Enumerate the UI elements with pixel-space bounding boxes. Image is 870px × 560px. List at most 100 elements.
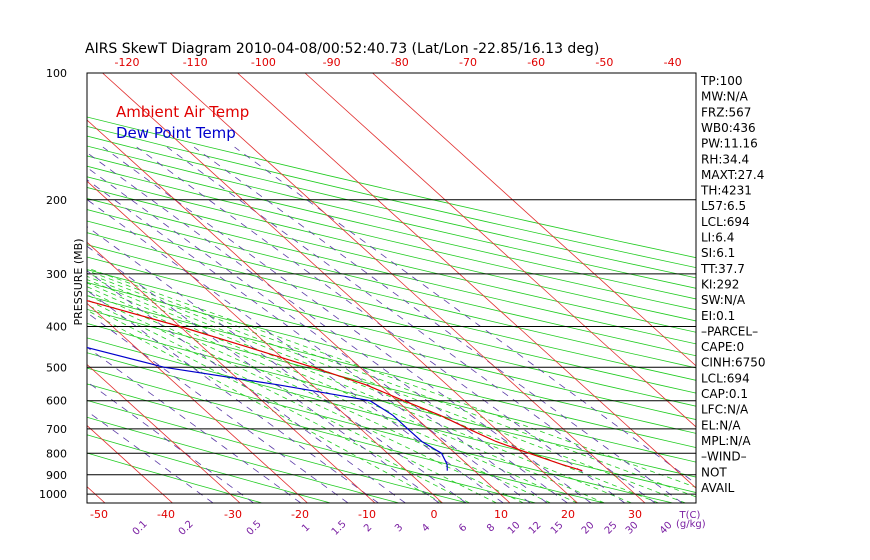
pressure-label-500: 500: [46, 361, 67, 374]
index-item-6: MAXT:27.4: [701, 168, 764, 182]
index-item-24: –WIND–: [701, 450, 747, 464]
isotherm--50: [87, 425, 173, 503]
mixing-ratio-line-10: [87, 166, 548, 503]
top-temp-label-6: -60: [527, 56, 545, 69]
dry-adiabat-40: [87, 322, 696, 478]
pressure-label-700: 700: [46, 423, 67, 436]
top-temp-label-5: -70: [459, 56, 477, 69]
pressure-label-100: 100: [46, 67, 67, 80]
dry-adiabat-20: [87, 352, 673, 503]
dry-adiabat-60: [87, 295, 696, 448]
isotherm-10: [102, 73, 578, 503]
dry-adiabat-100: [87, 244, 696, 394]
index-item-17: CAPE:0: [701, 340, 744, 354]
bottom-temp-label-0: -50: [90, 508, 108, 521]
isotherm--10: [87, 180, 443, 503]
index-item-7: TH:4231: [700, 184, 752, 198]
mixing-ratio-label-10: 10: [506, 520, 523, 537]
dry-adiabat-210: [87, 125, 696, 269]
mixing-ratio-label-13: 20: [580, 520, 597, 537]
dry-adiabat-180: [87, 155, 696, 300]
index-item-23: MPL:N/A: [701, 434, 751, 448]
mixing-ratio-label-6: 3: [393, 522, 405, 534]
top-temp-label-3: -90: [323, 56, 341, 69]
pressure-label-600: 600: [46, 395, 67, 408]
dry-adiabat-130: [87, 209, 696, 357]
top-temp-label-0: -120: [115, 56, 140, 69]
bottom-temp-label-7: 20: [561, 508, 575, 521]
index-item-11: SI:6.1: [701, 246, 735, 260]
index-item-21: LFC:N/A: [701, 403, 749, 417]
profile-lines: [87, 299, 583, 472]
dry-adiabat-190: [87, 145, 696, 289]
series-line-dewpoint: [87, 346, 448, 471]
pressure-tick-labels: 100 200 300 400 500 600 700 800 900 1000: [39, 67, 67, 501]
index-item-22: EL:N/A: [701, 418, 741, 432]
plot-area: [0, 72, 697, 504]
moist-adiabat-22: [87, 275, 659, 503]
temp-unit-label: T(C): [679, 510, 701, 521]
moist-adiabat-34: [87, 267, 696, 488]
isotherm-0: [87, 119, 511, 503]
pressure-label-800: 800: [46, 447, 67, 460]
index-item-16: –PARCEL–: [701, 324, 758, 338]
bottom-temp-label-8: 30: [628, 508, 642, 521]
dry-adiabat-200: [87, 135, 696, 279]
legend: Ambient Air Temp Dew Point Temp: [116, 103, 249, 142]
index-item-14: SW:N/A: [701, 293, 746, 307]
mixing-ratio-label-8: 6: [457, 522, 469, 534]
dry-adiabat-220: [87, 116, 696, 259]
mixing-ratio-line-11: [87, 152, 568, 503]
mixing-ratio-label-9: 8: [485, 522, 497, 534]
isotherm--70: [0, 73, 38, 503]
isotherm--20: [87, 241, 376, 503]
isotherm-30: [237, 73, 696, 489]
legend-item-dew-point-temp: Dew Point Temp: [116, 124, 236, 142]
index-item-18: CINH:6750: [701, 356, 766, 370]
moist-adiabat-6: [87, 290, 551, 503]
y-axis-label: PRESSURE (MB): [72, 239, 85, 326]
dry-adiabat-120: [87, 220, 696, 369]
pressure-label-400: 400: [46, 321, 67, 334]
dry-adiabat-80: [87, 269, 696, 420]
bottom-temp-label-2: -30: [224, 508, 242, 521]
dry-adiabat-160: [87, 176, 696, 322]
dry-adiabat--10: [87, 399, 468, 503]
index-item-15: EI:0.1: [701, 309, 735, 323]
mixing-ratio-line-14: [166, 146, 656, 503]
index-item-8: L57:6.5: [701, 199, 746, 213]
mixing-ratio-line-15: [193, 146, 683, 503]
bottom-temp-label-3: -20: [291, 508, 309, 521]
index-item-12: TT:37.7: [700, 262, 745, 276]
mixing-ratio-label-5: 2: [362, 522, 374, 534]
index-item-20: CAP:0.1: [701, 387, 748, 401]
dry-adiabat-110: [87, 232, 696, 381]
mixing-ratio-label-12: 15: [549, 520, 566, 537]
index-item-13: KI:292: [701, 277, 739, 291]
bottom-temp-label-1: -40: [157, 508, 175, 521]
moist-adiabat-30: [87, 270, 696, 498]
mixing-ratio-label-3: 1: [300, 522, 312, 534]
isotherm-20: [169, 73, 646, 503]
isotherm-40: [304, 73, 696, 428]
mixing-ratio-line-7: [87, 226, 467, 503]
dry-adiabat--20: [87, 416, 400, 503]
bottom-temp-label-5: 0: [431, 508, 438, 521]
mixing-ratio-label-2: 0.5: [245, 519, 264, 538]
moist-adiabat--10: [87, 309, 443, 503]
dry-adiabat-10: [87, 367, 605, 503]
pressure-label-300: 300: [46, 268, 67, 281]
mixing-unit-label: (g/kg): [676, 519, 706, 530]
moist-adiabat-2: [87, 294, 524, 503]
moist-adiabat-lines: [87, 267, 696, 503]
top-temp-label-4: -80: [391, 56, 409, 69]
moist-adiabat-18: [87, 279, 632, 503]
moist-adiabat-10: [87, 286, 578, 503]
pressure-label-1000: 1000: [39, 488, 67, 501]
top-temp-label-2: -100: [251, 56, 276, 69]
legend-item-ambient-air-temp: Ambient Air Temp: [116, 103, 249, 121]
top-temp-tick-labels: -120 -110 -100 -90 -80 -70 -60 -50 -40: [115, 56, 682, 69]
bottom-temp-label-6: 10: [494, 508, 508, 521]
mixing-ratio-label-0: 0.1: [131, 519, 150, 538]
